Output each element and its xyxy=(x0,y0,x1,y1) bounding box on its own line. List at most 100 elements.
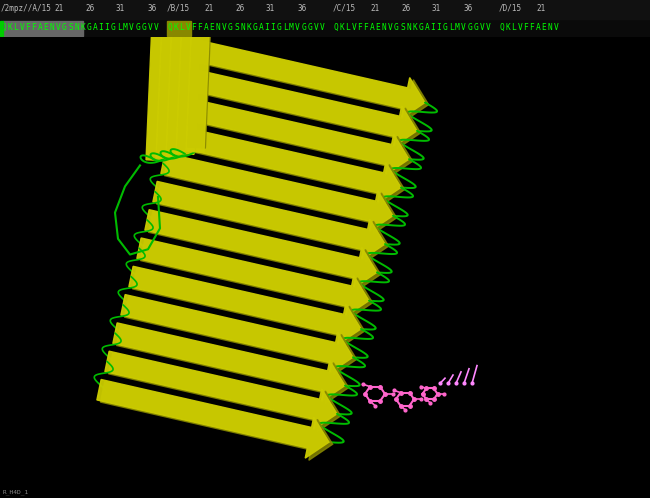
Text: V: V xyxy=(185,23,190,32)
Polygon shape xyxy=(137,238,369,317)
Text: 26: 26 xyxy=(235,4,244,13)
Polygon shape xyxy=(109,353,341,432)
Text: K: K xyxy=(339,23,344,32)
Polygon shape xyxy=(172,127,405,206)
Text: 36: 36 xyxy=(297,4,306,13)
Text: K: K xyxy=(412,23,417,32)
Text: V: V xyxy=(486,23,490,32)
Text: V: V xyxy=(129,23,134,32)
Text: M: M xyxy=(289,23,294,32)
Polygon shape xyxy=(176,0,211,150)
Text: F: F xyxy=(198,23,202,32)
Polygon shape xyxy=(145,210,377,288)
Text: N: N xyxy=(74,23,79,32)
Polygon shape xyxy=(184,0,220,152)
Text: G: G xyxy=(86,23,91,32)
Text: A: A xyxy=(536,23,540,32)
Text: I: I xyxy=(99,23,103,32)
Text: I: I xyxy=(270,23,276,32)
Polygon shape xyxy=(121,295,353,374)
Text: N: N xyxy=(548,23,552,32)
Text: I: I xyxy=(437,23,441,32)
Text: /C/15: /C/15 xyxy=(333,4,356,13)
Text: A: A xyxy=(38,23,42,32)
Text: S: S xyxy=(68,23,73,32)
Polygon shape xyxy=(169,125,401,204)
Bar xyxy=(0,19,650,37)
Text: I: I xyxy=(105,23,109,32)
Text: G: G xyxy=(111,23,116,32)
Polygon shape xyxy=(140,240,372,319)
Polygon shape xyxy=(101,381,333,460)
Text: V: V xyxy=(295,23,300,32)
Polygon shape xyxy=(153,181,385,260)
Text: A: A xyxy=(92,23,98,32)
Text: I: I xyxy=(265,23,269,32)
Polygon shape xyxy=(144,0,180,161)
Text: 31: 31 xyxy=(116,4,125,13)
Bar xyxy=(3,21,83,36)
Text: V: V xyxy=(388,23,393,32)
Text: G: G xyxy=(473,23,478,32)
Text: G: G xyxy=(307,23,312,32)
Text: N: N xyxy=(406,23,411,32)
Text: F: F xyxy=(530,23,534,32)
Text: F: F xyxy=(191,23,196,32)
Polygon shape xyxy=(181,99,413,177)
Text: N: N xyxy=(382,23,387,32)
Polygon shape xyxy=(166,0,202,152)
Text: F: F xyxy=(523,23,528,32)
Polygon shape xyxy=(186,0,222,148)
Text: K: K xyxy=(246,23,251,32)
Text: G: G xyxy=(419,23,423,32)
Text: /D/15: /D/15 xyxy=(499,4,522,13)
Text: V: V xyxy=(153,23,158,32)
Text: Q: Q xyxy=(499,23,504,32)
Polygon shape xyxy=(116,325,348,404)
Text: G: G xyxy=(228,23,233,32)
Text: M: M xyxy=(455,23,460,32)
Text: V: V xyxy=(148,23,152,32)
Text: A: A xyxy=(424,23,429,32)
Polygon shape xyxy=(97,379,329,458)
Text: L: L xyxy=(449,23,454,32)
Text: G: G xyxy=(301,23,306,32)
Text: 21: 21 xyxy=(54,4,63,13)
Text: G: G xyxy=(252,23,257,32)
Text: V: V xyxy=(222,23,227,32)
Polygon shape xyxy=(155,0,192,154)
Polygon shape xyxy=(133,268,365,347)
Bar xyxy=(179,21,185,36)
Text: A: A xyxy=(259,23,263,32)
Text: G: G xyxy=(467,23,472,32)
Text: V: V xyxy=(480,23,484,32)
Text: A: A xyxy=(203,23,209,32)
Text: V: V xyxy=(56,23,60,32)
Text: K: K xyxy=(173,23,178,32)
Polygon shape xyxy=(196,42,428,121)
Polygon shape xyxy=(188,70,421,149)
Text: M: M xyxy=(123,23,128,32)
Text: S: S xyxy=(234,23,239,32)
Bar xyxy=(173,21,179,36)
Text: 21: 21 xyxy=(536,4,545,13)
Text: S: S xyxy=(400,23,405,32)
Text: G: G xyxy=(62,23,67,32)
Text: K: K xyxy=(81,23,85,32)
Text: N: N xyxy=(50,23,55,32)
Text: E: E xyxy=(376,23,380,32)
Bar xyxy=(185,21,191,36)
Text: K: K xyxy=(505,23,510,32)
Polygon shape xyxy=(161,153,393,232)
Text: L: L xyxy=(283,23,288,32)
Polygon shape xyxy=(125,297,357,375)
Text: G: G xyxy=(141,23,146,32)
Text: 31: 31 xyxy=(266,4,275,13)
Text: 21: 21 xyxy=(204,4,213,13)
Text: /2mpz//A/15: /2mpz//A/15 xyxy=(1,4,52,13)
Text: G: G xyxy=(135,23,140,32)
Text: L: L xyxy=(179,23,184,32)
Polygon shape xyxy=(154,0,190,158)
Text: E: E xyxy=(541,23,547,32)
Text: V: V xyxy=(20,23,24,32)
